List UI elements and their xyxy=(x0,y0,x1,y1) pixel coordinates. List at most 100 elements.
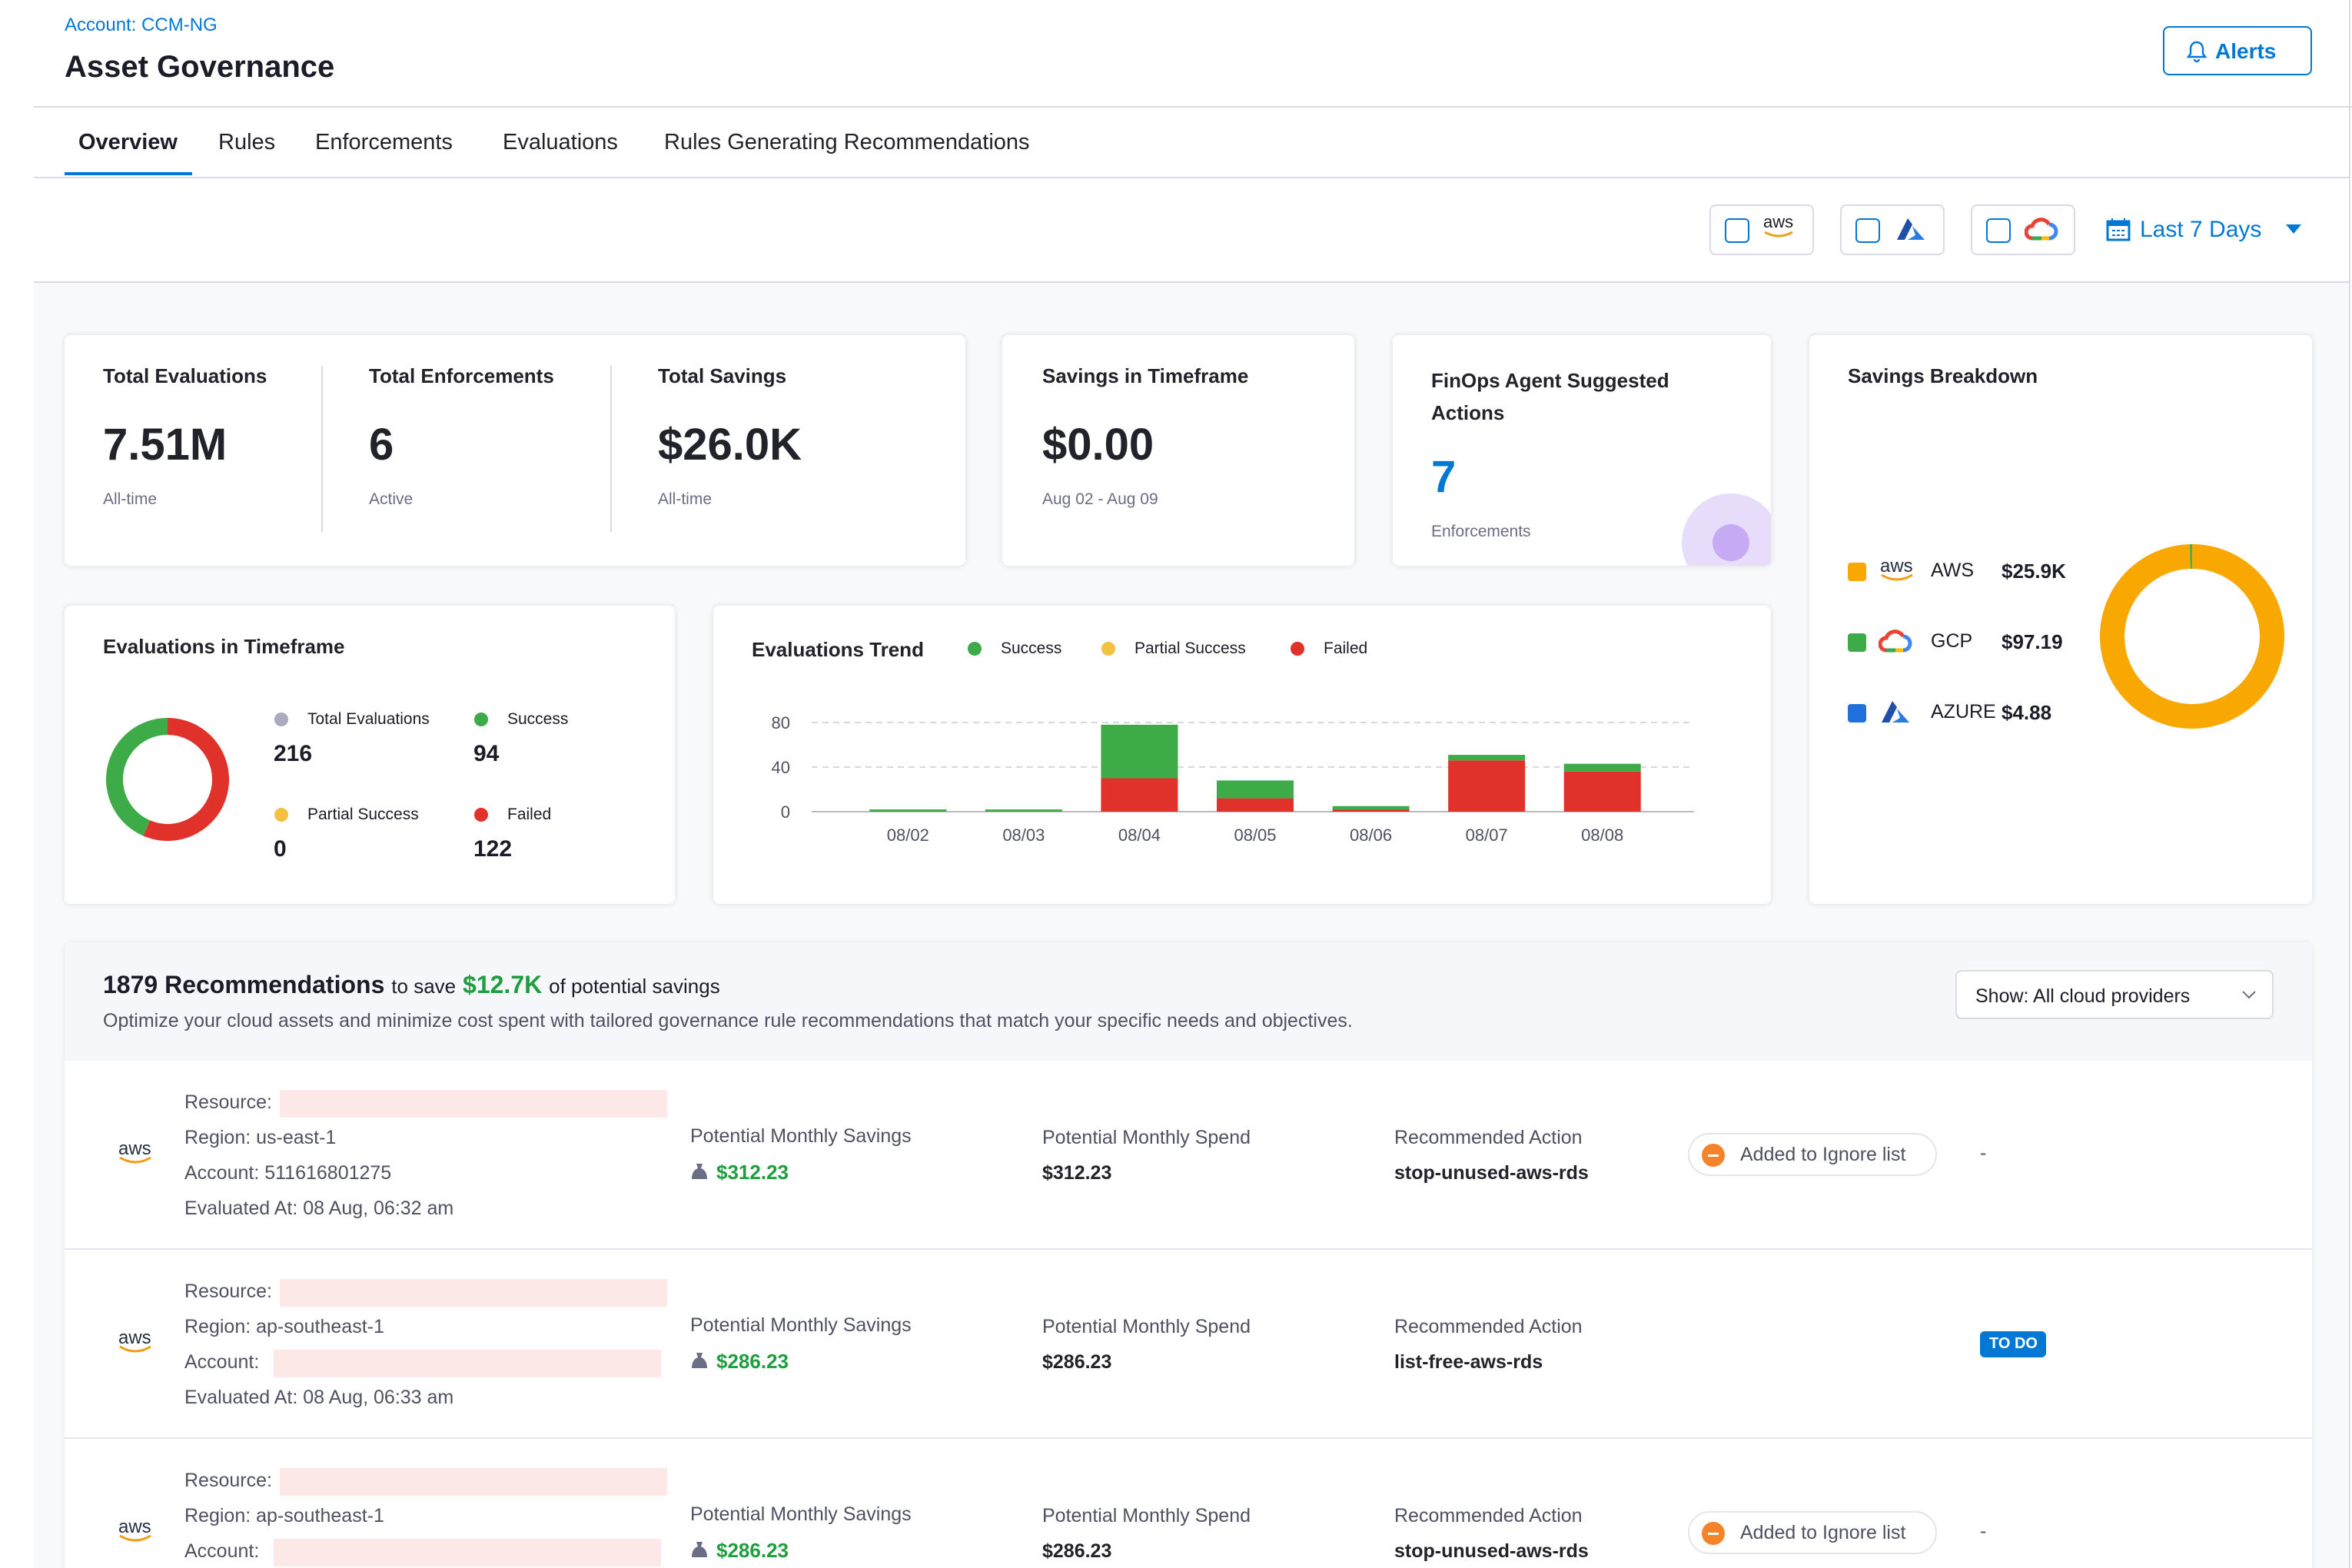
stat-label: Total Evaluations xyxy=(307,710,430,729)
dot xyxy=(274,808,288,822)
bell-icon xyxy=(2186,41,2207,63)
smile xyxy=(119,1156,151,1164)
bar-segment xyxy=(1563,763,1641,772)
icon xyxy=(1708,1154,1719,1157)
redaction xyxy=(280,1468,667,1496)
tab[interactable]: Rules xyxy=(218,131,276,155)
redaction xyxy=(280,1279,667,1307)
dot xyxy=(1291,642,1304,656)
status-pill[interactable]: Added to Ignore list xyxy=(1688,1511,1937,1554)
legend-dot xyxy=(968,642,982,656)
recommendations-panel: 1879 Recommendations to save $12.7K of p… xyxy=(65,942,2312,1568)
checkbox[interactable] xyxy=(1725,218,1749,243)
description: Optimize your cloud assets and minimize … xyxy=(103,1010,1353,1031)
aws-logo: aws xyxy=(1880,555,1913,576)
recommendation-row[interactable]: aws Resource: Region: ap-southeast-1 Accoun… xyxy=(65,1439,2312,1568)
stat-value: 216 xyxy=(274,741,313,767)
aws-logo: aws xyxy=(118,1138,151,1159)
action-value: list-free-aws-rds xyxy=(1394,1351,1543,1373)
legend-dot xyxy=(274,808,288,822)
account-link[interactable]: Account: CCM-NG xyxy=(65,14,218,35)
alerts-label: Alerts xyxy=(2215,38,2277,63)
tab-underline xyxy=(65,172,192,175)
date-range[interactable]: Last 7 Days xyxy=(2140,217,2262,243)
divider xyxy=(610,366,612,532)
aws-smile xyxy=(1764,231,1793,238)
ignore-icon xyxy=(1702,1522,1725,1545)
dropdown-label: Show: All cloud providers xyxy=(1975,985,2191,1007)
tab[interactable]: Evaluations xyxy=(503,131,618,155)
gcp-filter[interactable] xyxy=(1971,204,2075,255)
resource-label: Resource: xyxy=(184,1091,272,1113)
legend-value: $25.9K xyxy=(2002,560,2066,583)
dot xyxy=(1101,642,1115,656)
page-title: Asset Governance xyxy=(65,51,335,85)
legend-label: Failed xyxy=(1324,639,1368,658)
action-label: Recommended Action xyxy=(1394,1316,1583,1337)
legend-swatch xyxy=(1848,563,1866,581)
savings-label: Potential Monthly Savings xyxy=(690,1314,912,1336)
card-value: 6 xyxy=(369,421,394,470)
x-tick-label: 08/03 xyxy=(1002,826,1045,845)
dropdown-caret xyxy=(2286,224,2301,234)
tab[interactable]: Rules Generating Recommendations xyxy=(664,131,1030,155)
text: to save xyxy=(391,975,457,998)
account: Account: 511616801275 xyxy=(184,1162,392,1184)
region: Region: ap-southeast-1 xyxy=(184,1316,384,1337)
azure-logo xyxy=(1897,218,1925,240)
stat-label: Failed xyxy=(507,806,552,824)
x-tick-label: 08/02 xyxy=(887,826,929,845)
trend-card: Evaluations Trend Success Partial Success F… xyxy=(713,606,1771,904)
status-pill[interactable]: Added to Ignore list xyxy=(1688,1133,1937,1176)
aws-logo: aws xyxy=(118,1327,151,1348)
recommendation-row[interactable]: aws Resource: Region: us-east-1 Account: 51… xyxy=(65,1061,2312,1250)
spend-value: $286.23 xyxy=(1042,1351,1112,1373)
savings-label: Potential Monthly Savings xyxy=(690,1125,912,1147)
redaction xyxy=(274,1350,661,1377)
donut-chart xyxy=(105,718,229,841)
legend-dot xyxy=(474,808,488,822)
legend-dot xyxy=(474,713,488,726)
aws-filter[interactable]: aws xyxy=(1709,204,1814,255)
card-title: Total Evaluations xyxy=(103,364,267,387)
donut-slice xyxy=(2100,544,2284,729)
summary-card: Total Evaluations 7.51M All-time Total Enfo… xyxy=(65,335,965,566)
legend-value: $4.88 xyxy=(2002,701,2052,724)
legend-value: $97.19 xyxy=(2002,630,2063,653)
checkbox[interactable] xyxy=(1855,218,1880,243)
card-note: Enforcements xyxy=(1431,523,1531,541)
card-title: Total Savings xyxy=(658,364,787,387)
logo xyxy=(1892,709,1909,723)
money-icon xyxy=(692,1164,707,1179)
recommendation-row[interactable]: aws Resource: Region: ap-southeast-1 Accoun… xyxy=(65,1250,2312,1439)
donut-slice xyxy=(143,718,229,841)
aws-smile xyxy=(119,1156,151,1164)
tab[interactable]: Enforcements xyxy=(315,131,453,155)
checkbox[interactable] xyxy=(1986,218,2011,243)
x-tick-label: 08/06 xyxy=(1350,826,1392,845)
x-tick-label: 08/07 xyxy=(1466,826,1508,845)
legend-dot xyxy=(1291,642,1304,656)
legend-label: GCP xyxy=(1931,630,1973,652)
stat-label: Partial Success xyxy=(307,806,419,824)
status-label: Added to Ignore list xyxy=(1740,1144,1906,1165)
bar-segment xyxy=(1217,780,1294,799)
aws-smile xyxy=(119,1534,151,1542)
azure-filter[interactable] xyxy=(1840,204,1945,255)
alerts-button[interactable]: Alerts xyxy=(2163,26,2312,75)
stat-value: 94 xyxy=(473,741,500,767)
spend-label: Potential Monthly Spend xyxy=(1042,1505,1251,1526)
card-value: $0.00 xyxy=(1042,421,1154,470)
swatch xyxy=(1848,563,1866,581)
smile xyxy=(119,1534,151,1542)
dot xyxy=(474,808,488,822)
smile xyxy=(119,1345,151,1353)
card-title: FinOps Agent Suggested Actions xyxy=(1431,369,1669,424)
card-value: 7 xyxy=(1431,453,1457,503)
donut-slice xyxy=(2190,544,2192,570)
tab[interactable]: Overview xyxy=(78,131,178,155)
card-title: Evaluations in Timeframe xyxy=(103,635,345,658)
provider-dropdown[interactable]: Show: All cloud providers xyxy=(1955,970,2274,1019)
status-badge: TO DO xyxy=(1980,1331,2047,1357)
legend-swatch xyxy=(1848,704,1866,723)
